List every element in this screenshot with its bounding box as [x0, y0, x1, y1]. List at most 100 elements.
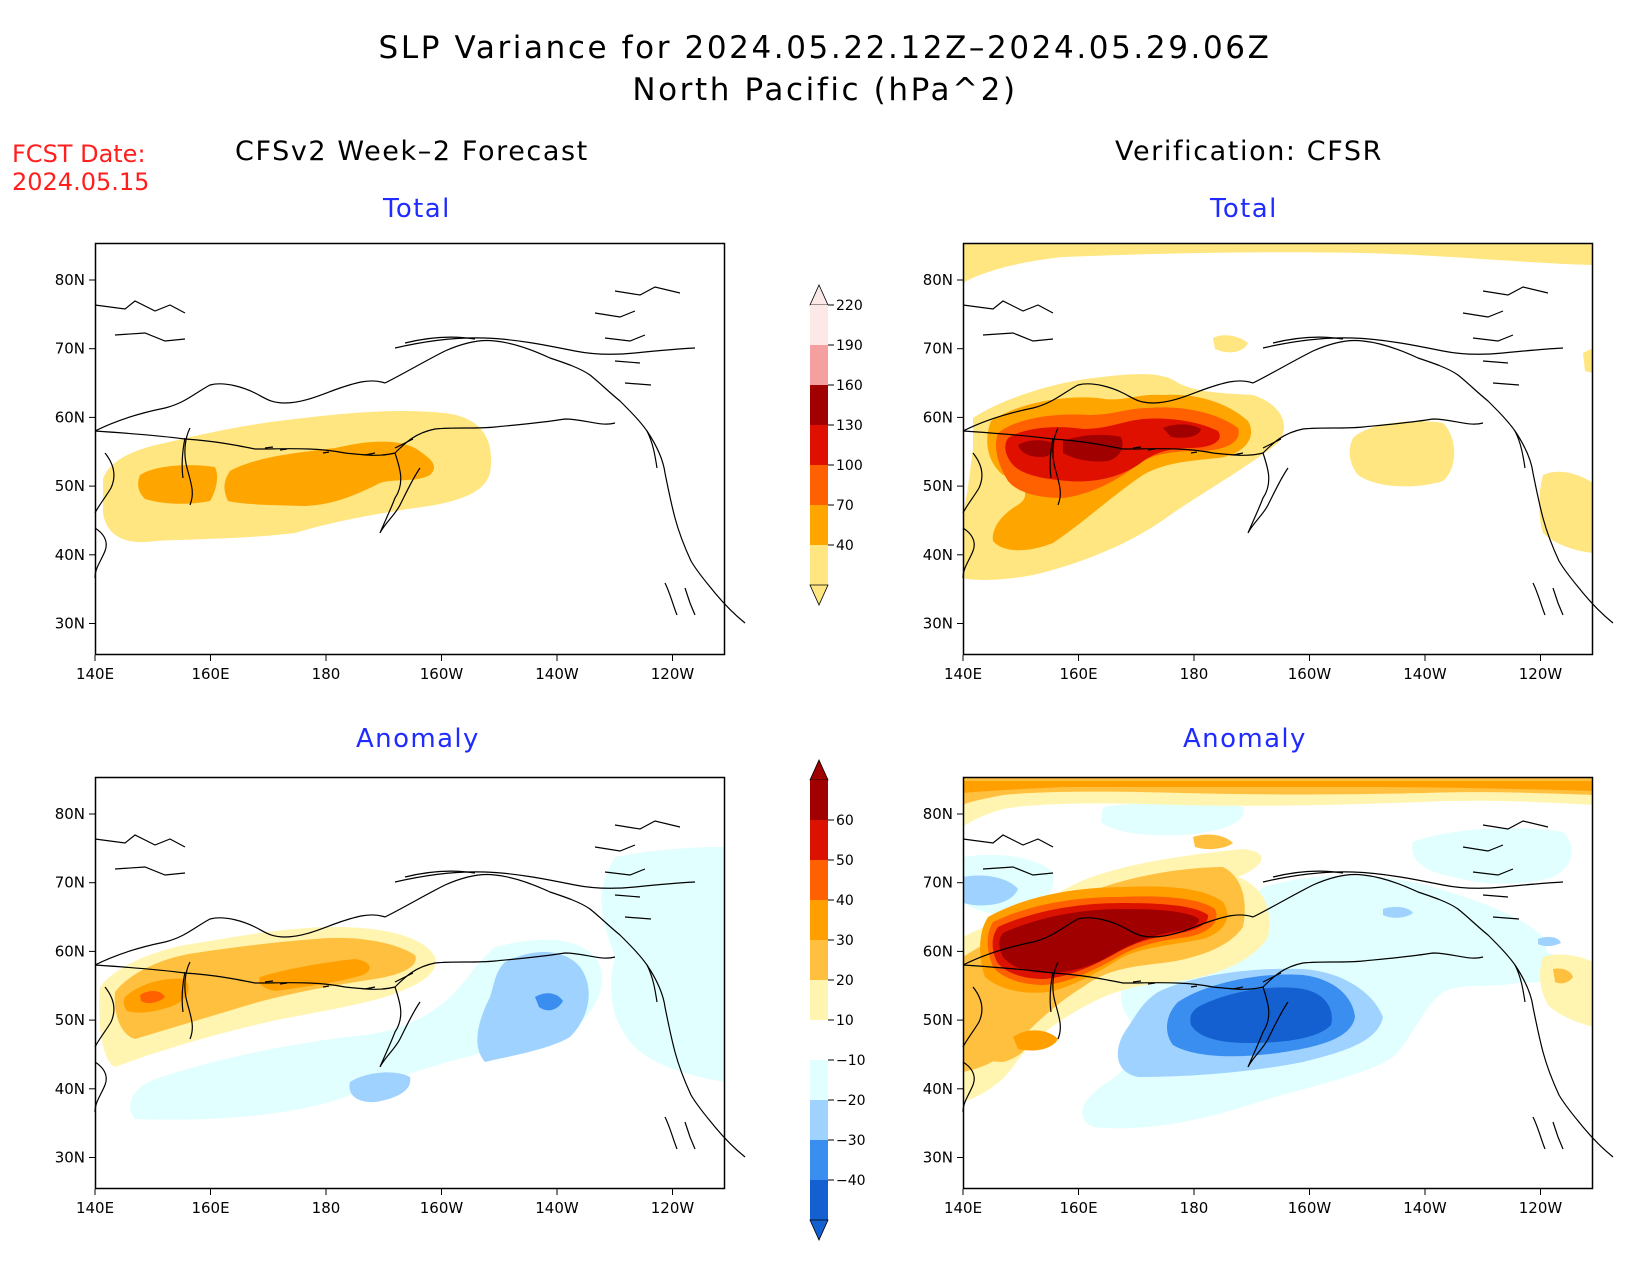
lat-label-verification-total: 30N [923, 615, 953, 633]
map-forecast-total [94, 242, 746, 656]
lon-label-verification-anomaly: 140W [1403, 1199, 1447, 1217]
lat-label-forecast-total: 70N [55, 340, 85, 358]
colorbar-total-swatch [810, 545, 828, 585]
map-verification-total [962, 242, 1614, 656]
contour-60 [999, 909, 1199, 973]
panel-title-forecast-total: Total [383, 194, 451, 224]
column-title-verification: Verification: CFSR [1115, 136, 1383, 167]
forecast-date-label: FCST Date: [12, 140, 146, 168]
lat-label-verification-total: 80N [923, 271, 953, 289]
lat-label-verification-total: 60N [923, 408, 953, 426]
forecast-date-value: 2024.05.15 [12, 168, 150, 196]
page-title: SLP Variance for 2024.05.22.12Z–2024.05.… [378, 30, 1272, 66]
page-subtitle: North Pacific (hPa^2) [632, 72, 1018, 108]
colorbar-anomaly-label: −10 [836, 1053, 866, 1069]
colorbar-anomaly-swatch [810, 860, 828, 900]
lat-label-forecast-anomaly: 60N [55, 942, 85, 960]
contour-70 [138, 441, 435, 506]
colorbar-anomaly-swatch [810, 820, 828, 860]
lat-label-forecast-total: 80N [55, 271, 85, 289]
lon-label-verification-total: 140E [944, 665, 982, 683]
lon-label-verification-total: 160E [1059, 665, 1097, 683]
lat-label-forecast-anomaly: 40N [55, 1080, 85, 1098]
lat-label-verification-total: 40N [923, 546, 953, 564]
contour-minus20 [349, 951, 589, 1103]
lon-label-forecast-anomaly: 160W [420, 1199, 464, 1217]
lon-label-forecast-anomaly: 120W [651, 1199, 695, 1217]
colorbar-total-label: 160 [836, 378, 863, 394]
lat-label-forecast-total: 40N [55, 546, 85, 564]
lon-label-forecast-total: 180 [312, 665, 341, 683]
colorbar-anomaly-swatch [810, 780, 828, 820]
colorbar-anomaly-label: 30 [836, 933, 854, 949]
lat-label-forecast-anomaly: 80N [55, 805, 85, 823]
lon-label-forecast-total: 160W [420, 665, 464, 683]
colorbar-anomaly-label: 60 [836, 813, 854, 829]
lat-label-verification-total: 70N [923, 340, 953, 358]
map-verification-anomaly [962, 776, 1614, 1190]
colorbar-anomaly-label: −40 [836, 1173, 866, 1189]
lon-label-verification-anomaly: 160W [1288, 1199, 1332, 1217]
forecast-date: FCST Date: 2024.05.15 [12, 140, 149, 196]
colorbar-total-label: 220 [836, 298, 863, 314]
colorbar-total-swatch [810, 505, 828, 545]
lat-label-forecast-anomaly: 50N [55, 1011, 85, 1029]
lat-label-verification-anomaly: 70N [923, 874, 953, 892]
colorbar-anomaly-swatch [810, 980, 828, 1020]
colorbar-total-top-arrow [809, 284, 829, 306]
lat-label-forecast-total: 60N [55, 408, 85, 426]
lon-label-verification-total: 120W [1519, 665, 1563, 683]
colorbar-anomaly-label: 50 [836, 853, 854, 869]
column-title-forecast: CFSv2 Week–2 Forecast [235, 136, 589, 167]
lon-label-verification-total: 180 [1180, 665, 1209, 683]
colorbar-anomaly-swatch [810, 1020, 828, 1060]
colorbar-total-swatch [810, 305, 828, 345]
panel-title-verification-total: Total [1210, 194, 1278, 224]
panel-title-forecast-anomaly: Anomaly [356, 724, 480, 754]
colorbar-total-label: 190 [836, 338, 863, 354]
colorbar-total-swatch [810, 385, 828, 425]
lon-label-verification-anomaly: 160E [1059, 1199, 1097, 1217]
lat-label-verification-anomaly: 80N [923, 805, 953, 823]
contour-minus40 [1190, 987, 1332, 1043]
lon-label-forecast-anomaly: 180 [312, 1199, 341, 1217]
lat-label-verification-total: 50N [923, 477, 953, 495]
contour-minus10 [130, 847, 725, 1120]
lon-label-verification-anomaly: 140E [944, 1199, 982, 1217]
colorbar-anomaly-swatch [810, 1140, 828, 1180]
colorbar-anomaly-swatch [810, 900, 828, 940]
panel-title-verification-anomaly: Anomaly [1183, 724, 1307, 754]
lon-label-verification-total: 140W [1403, 665, 1447, 683]
colorbar-anomaly-label: −30 [836, 1133, 866, 1149]
lon-label-forecast-total: 120W [651, 665, 695, 683]
colorbar-anomaly-swatch [810, 940, 828, 980]
lon-label-verification-anomaly: 180 [1180, 1199, 1209, 1217]
colorbar-anomaly-top-arrow [809, 759, 829, 781]
colorbar-total: 40 70 100 130 160 190 220 [809, 284, 863, 606]
colorbar-total-swatch [810, 425, 828, 465]
colorbar-total-label: 100 [836, 458, 863, 474]
colorbar-total-label: 70 [836, 498, 854, 514]
lat-label-forecast-anomaly: 70N [55, 874, 85, 892]
lat-label-verification-anomaly: 40N [923, 1080, 953, 1098]
colorbar-anomaly-label: 40 [836, 893, 854, 909]
contour-minus30 [535, 993, 563, 1011]
colorbar-anomaly-label: 10 [836, 1013, 854, 1029]
colorbar-anomaly-label: 20 [836, 973, 854, 989]
lon-label-forecast-total: 160E [191, 665, 229, 683]
lat-label-verification-anomaly: 30N [923, 1149, 953, 1167]
colorbar-anomaly-swatch [810, 1180, 828, 1220]
colorbar-total-label: 40 [836, 538, 854, 554]
contour-40 [140, 991, 165, 1004]
lat-label-verification-anomaly: 60N [923, 942, 953, 960]
colorbar-anomaly-swatch [810, 1100, 828, 1140]
colorbar-total-label: 130 [836, 418, 863, 434]
lon-label-forecast-total: 140W [535, 665, 579, 683]
lat-label-verification-anomaly: 50N [923, 1011, 953, 1029]
lon-label-forecast-anomaly: 160E [191, 1199, 229, 1217]
lon-label-forecast-anomaly: 140W [535, 1199, 579, 1217]
colorbar-total-swatch [810, 345, 828, 385]
colorbar-anomaly: −40 −30 −20 −10 10 20 30 40 50 60 [809, 759, 866, 1241]
colorbar-anomaly-label: −20 [836, 1093, 866, 1109]
